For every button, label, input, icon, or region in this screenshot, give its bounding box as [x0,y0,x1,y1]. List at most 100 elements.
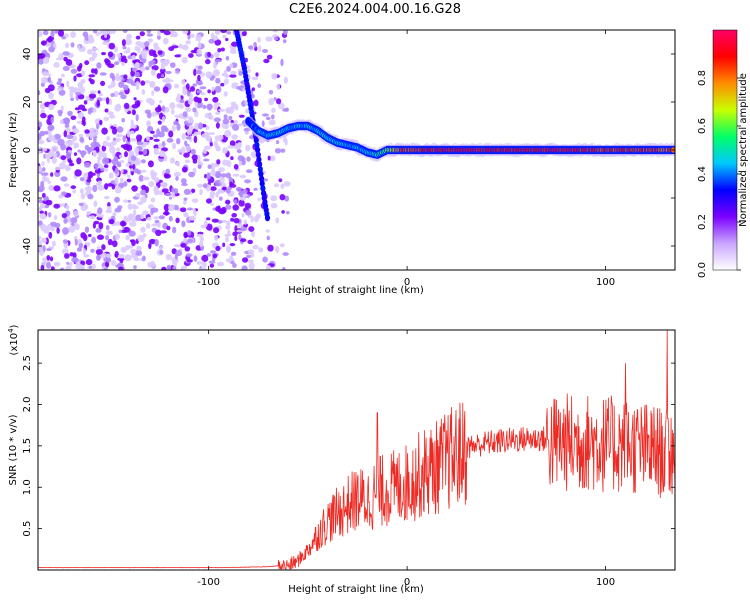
spectrogram-noise-speck [209,202,214,206]
spectrogram-noise-speck [226,245,231,253]
spectrogram-noise-speck [188,53,194,58]
spectrogram-noise-speck [255,213,262,219]
spectrogram-noise-speck [50,172,54,177]
spectrogram-noise-speck [89,131,93,140]
spectrogram-noise-speck [120,220,126,227]
spectrogram-noise-speck [65,42,70,49]
spectrogram-noise-speck [47,36,53,43]
spectrogram-noise-speck [142,210,149,215]
spectrogram-noise-speck [88,93,97,99]
spectrogram-noise-speck [48,46,55,53]
spectrogram-noise-speck [214,85,222,93]
spectrogram-noise-speck [57,30,65,37]
spectrogram-noise-speck [217,205,221,213]
spectrogram-noise-speck [251,76,259,81]
spectrogram-noise-speck [258,45,262,53]
spectrogram-noise-speck [159,68,166,74]
spectrogram-noise-speck [119,177,124,183]
spectrogram-noise-speck [262,256,268,263]
spectrogram-noise-speck [115,133,123,138]
spectrogram-noise-speck [280,183,285,190]
spectrogram-noise-speck [252,244,259,250]
spectrogram-noise-speck [74,238,78,246]
spectrogram-noise-speck [163,154,168,162]
spectrogram-noise-speck [165,77,170,84]
spectrogram-noise-speck [73,222,78,228]
spectrogram-noise-speck [108,42,116,50]
spectrogram-noise-speck [158,190,164,196]
spectrogram-noise-speck [87,147,91,155]
spectrogram-noise-speck [266,54,273,60]
spectrogram-noise-speck [50,266,55,270]
snr-series-line [38,330,675,570]
spectrogram-noise-speck [247,68,251,73]
spectrogram-noise-speck [285,211,290,215]
spectrogram-noise-speck [90,248,95,253]
spectrogram-noise-speck [213,235,219,241]
spectrogram-noise-speck [169,157,176,164]
spectrogram-noise-speck [117,254,125,259]
spectrogram-noise-speck [119,259,124,264]
spectrogram-noise-speck [275,217,280,224]
spectrogram-noise-speck [125,234,130,241]
spectrogram-noise-speck [84,162,91,168]
spectrogram-noise-speck [217,188,221,195]
spectrogram-noise-speck [224,129,232,138]
spectrogram-noise-speck [191,198,199,204]
spectrogram-noise-speck [38,199,43,204]
spectrogram-noise-speck [154,219,160,224]
spectrogram-noise-speck [103,267,109,270]
spectrogram-noise-speck [96,246,100,250]
spectrogram-noise-speck [193,68,197,76]
spectrogram-noise-speck [111,184,116,190]
spectrogram-noise-speck [199,188,203,196]
spectrogram-noise-speck [110,93,115,97]
spectrogram-noise-speck [46,156,51,164]
spectrogram-noise-speck [91,47,99,51]
snr-y-tick-label: 2.5 [22,355,33,371]
spectrogram-noise-speck [223,114,228,120]
spectrogram-noise-speck [51,156,58,164]
spectrogram-noise-speck [233,164,239,170]
spectrogram-noise-speck [76,73,83,78]
spectrogram-noise-speck [225,224,231,230]
spectrogram-noise-speck [165,168,170,175]
spectrogram-noise-speck [176,68,180,73]
spectrogram-noise-speck [74,169,82,177]
spectrogram-noise-speck [197,160,201,165]
spectrogram-noise-speck [242,257,249,263]
snr-x-tick-label: -100 [197,577,220,588]
spectrogram-noise-speck [226,31,232,35]
spectrogram-noise-speck [53,62,60,68]
spectrogram-noise-speck [170,109,175,115]
spectrogram-noise-speck [123,215,128,223]
spectrogram-noise-speck [171,45,179,49]
spectrogram-noise-speck [108,172,114,179]
colorbar: 0.0 0.2 0.4 0.6 0.8 Normalized spectral ampl… [697,29,749,278]
spectrogram-noise-speck [226,220,231,226]
spectrogram-noise-speck [100,252,107,259]
spectrogram-noise-speck [244,179,251,184]
spectrogram-noise-speck [181,166,188,173]
spectrogram-noise-speck [162,37,169,45]
spectrogram-noise-speck [230,48,237,55]
snr-panel: -100 0 100 0.5 1.0 1.5 2.0 2.5 Height of strai… [7,324,676,595]
spectrogram-noise-speck [72,128,80,134]
spectrogram-arc-blob [260,185,266,192]
spectrogram-noise-speck [213,102,221,106]
spectrogram-noise-speck [42,71,49,77]
spectrogram-noise-speck [92,184,98,193]
spectrogram-noise-speck [82,116,86,123]
spectrogram-noise-speck [218,196,223,201]
spectrogram-noise-speck [181,44,189,51]
spectrogram-noise-speck [207,89,211,94]
spectrogram-noise-speck [88,58,95,62]
spectrogram-noise-speck [71,222,75,227]
spectrogram-y-tick-label: 40 [22,48,33,61]
spectrogram-noise-speck [163,204,170,211]
spectrogram-noise-speck [237,142,243,148]
spectrogram-noise-speck [148,243,152,250]
spectrogram-noise-speck [150,130,155,134]
spectrogram-noise-speck [111,158,119,166]
spectrogram-noise-speck [45,199,53,206]
